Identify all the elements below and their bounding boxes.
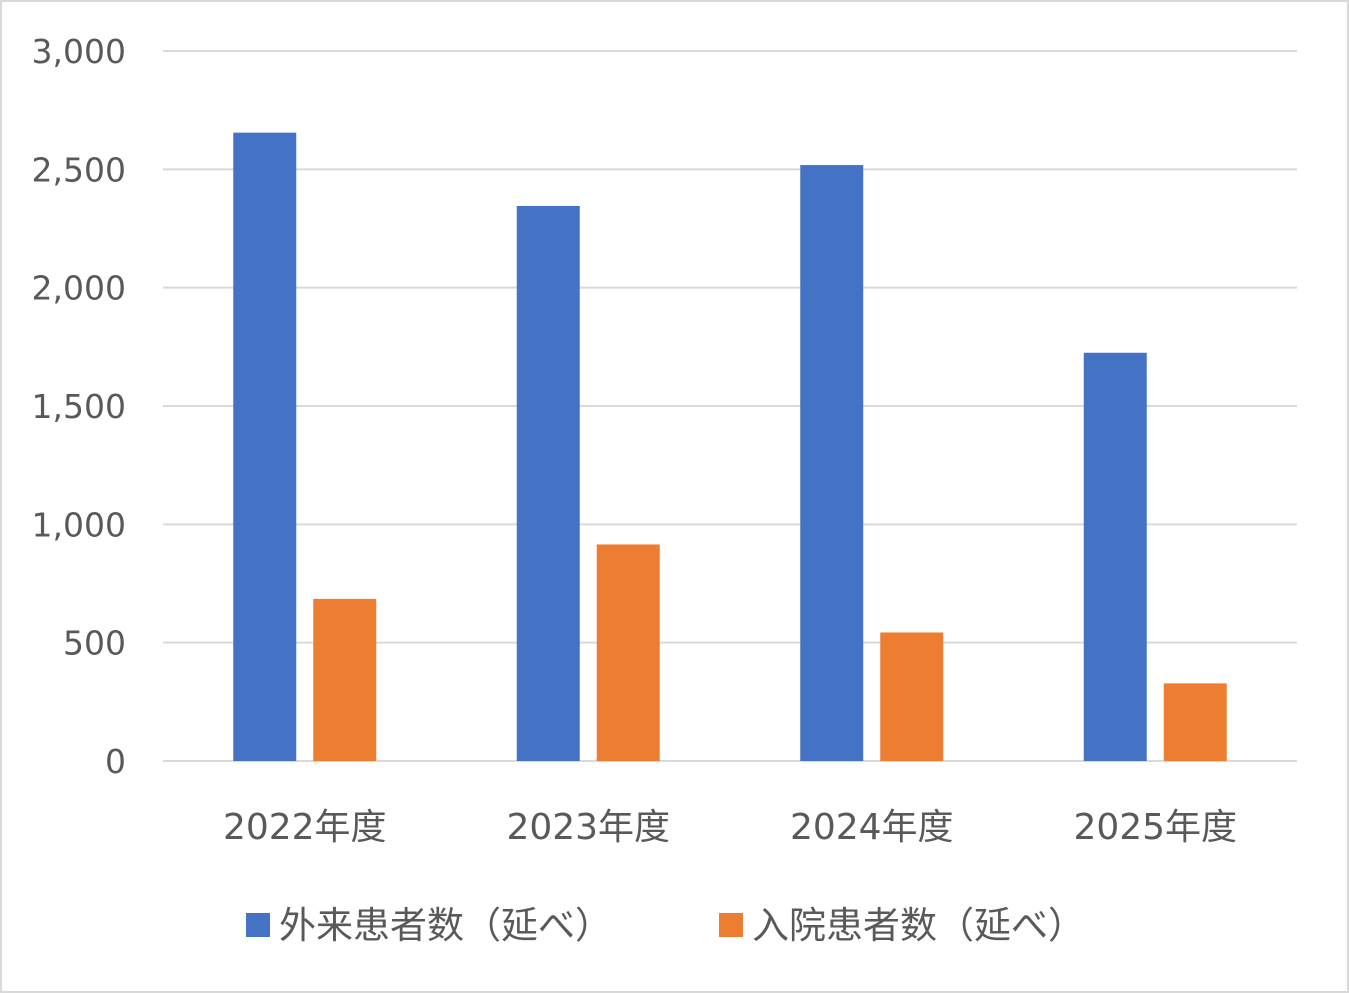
y-tick-label: 1,500 (32, 387, 126, 426)
bar-series2-4 (1163, 683, 1227, 761)
bar-series2-1 (313, 598, 377, 761)
y-tick-label: 2,500 (32, 150, 126, 189)
x-tick-label: 2025年度 (1073, 807, 1237, 848)
y-tick-label: 3,000 (32, 32, 126, 71)
legend-swatch-2 (719, 913, 743, 937)
legend-swatch-1 (246, 913, 270, 937)
bar-series1-1 (233, 132, 297, 761)
x-axis-tick-labels: 2022年度 2023年度 2024年度 2025年度 (223, 807, 1237, 848)
y-tick-label: 2,000 (32, 269, 126, 308)
legend-label-1: 外来患者数（延べ） (279, 904, 612, 947)
x-tick-label: 2022年度 (223, 807, 387, 848)
bars (233, 132, 1227, 761)
x-tick-label: 2024年度 (790, 807, 954, 848)
legend: 外来患者数（延べ） 入院患者数（延べ） (246, 904, 1085, 947)
bar-series1-4 (1083, 352, 1147, 761)
y-tick-label: 0 (105, 742, 126, 781)
y-axis-tick-labels: 0 500 1,000 1,500 2,000 2,500 3,000 (32, 32, 126, 781)
bar-series2-3 (880, 632, 944, 761)
y-tick-label: 500 (63, 624, 126, 663)
bar-series2-2 (596, 544, 660, 761)
x-tick-label: 2023年度 (506, 807, 670, 848)
bar-series1-3 (800, 165, 864, 761)
bar-series1-2 (516, 206, 580, 761)
y-tick-label: 1,000 (32, 505, 126, 544)
legend-label-2: 入院患者数（延べ） (752, 904, 1085, 947)
